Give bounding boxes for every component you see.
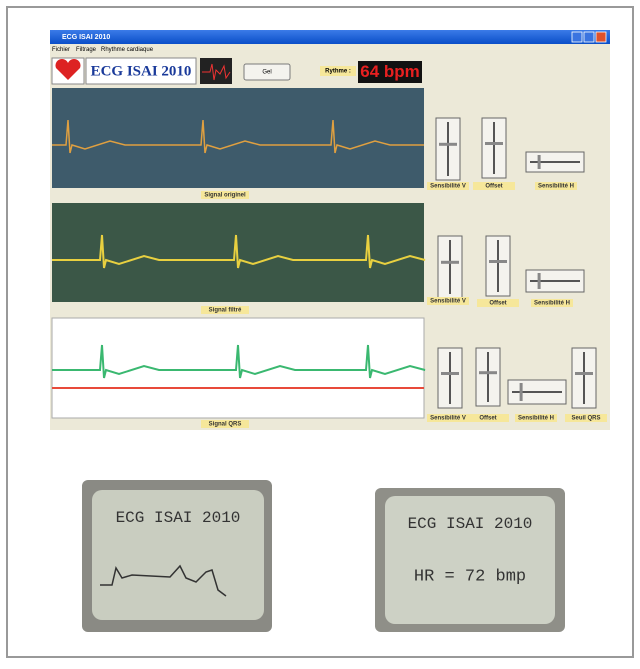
lcd-screen	[385, 496, 555, 624]
freeze-button[interactable]	[243, 63, 291, 81]
logo-box	[85, 57, 197, 85]
slider-thumb[interactable]	[519, 383, 523, 401]
heart-icon	[55, 59, 81, 80]
signal-panel	[51, 317, 425, 419]
slider-label-box	[427, 297, 469, 305]
panel-label: Signal QRS	[209, 422, 242, 428]
slider-thumb[interactable]	[441, 372, 459, 375]
lcd-screen	[92, 490, 264, 620]
rate-display	[358, 61, 422, 83]
slider-label: Offset	[485, 184, 502, 190]
slider-label: Sensibilité V	[430, 184, 466, 190]
lcd-wave	[100, 564, 227, 597]
ecg-icon-wave	[202, 63, 231, 81]
menu-item[interactable]: Filtrage	[76, 47, 97, 53]
slider-label-box	[531, 299, 573, 307]
freeze-button-label[interactable]: Gel	[262, 70, 271, 76]
slider-thumb[interactable]	[485, 142, 503, 145]
slider-thumb[interactable]	[479, 371, 497, 375]
slider-label: Seuil QRS	[571, 416, 600, 422]
ecg-signal	[52, 234, 426, 269]
slider-label: Offset	[479, 416, 496, 422]
slider-label-box	[535, 182, 577, 190]
menu-item[interactable]: Rhythme cardiaque	[101, 47, 154, 53]
minimize-button[interactable]	[571, 31, 583, 43]
ecg-signal	[52, 344, 426, 379]
close-button[interactable]	[595, 31, 607, 43]
slider-label: Offset	[489, 301, 506, 307]
slider-label-box	[477, 299, 519, 307]
lcd-text: ECG ISAI 2010	[408, 515, 533, 533]
slider-thumb[interactable]	[537, 273, 541, 289]
rate-value: 64 bpm	[360, 62, 420, 81]
signal-panel	[52, 88, 424, 188]
maximize-button[interactable]	[583, 31, 595, 43]
rate-label: Rythme :	[325, 69, 351, 75]
slider-label-box	[565, 414, 607, 422]
menu-item[interactable]: Fichier	[52, 47, 70, 53]
slider-label: Sensibilité H	[534, 301, 570, 307]
slider-thumb[interactable]	[439, 142, 457, 146]
slider-label: Sensibilité V	[430, 299, 466, 305]
slider-label-box	[473, 182, 515, 190]
slider-thumb[interactable]	[575, 372, 593, 375]
panel-label-box	[201, 306, 249, 314]
slider-label-box	[427, 182, 469, 190]
panel-label-box	[201, 191, 249, 199]
lcd-text: HR = 72 bmp	[414, 567, 526, 586]
slider-thumb[interactable]	[441, 260, 459, 264]
slider-label-box	[467, 414, 509, 422]
slider-label: Sensibilité V	[430, 416, 466, 422]
window-title: ECG ISAI 2010	[62, 34, 110, 41]
slider-thumb[interactable]	[537, 155, 541, 169]
slider-thumb[interactable]	[489, 260, 507, 263]
panel-label: Signal originel	[204, 193, 246, 199]
slider-label-box	[427, 414, 469, 422]
panel-label: Signal filtré	[209, 308, 242, 314]
title-bar	[50, 30, 610, 44]
slider-label-box	[515, 414, 557, 422]
logo-text: ECG ISAI 2010	[91, 63, 192, 79]
ecg-signal	[52, 119, 424, 154]
slider-label: Sensibilité H	[538, 184, 574, 190]
lcd-text: ECG ISAI 2010	[116, 509, 241, 527]
panel-label-box	[201, 420, 249, 428]
rate-label-box	[320, 66, 356, 76]
slider-label: Sensibilité H	[518, 416, 554, 422]
